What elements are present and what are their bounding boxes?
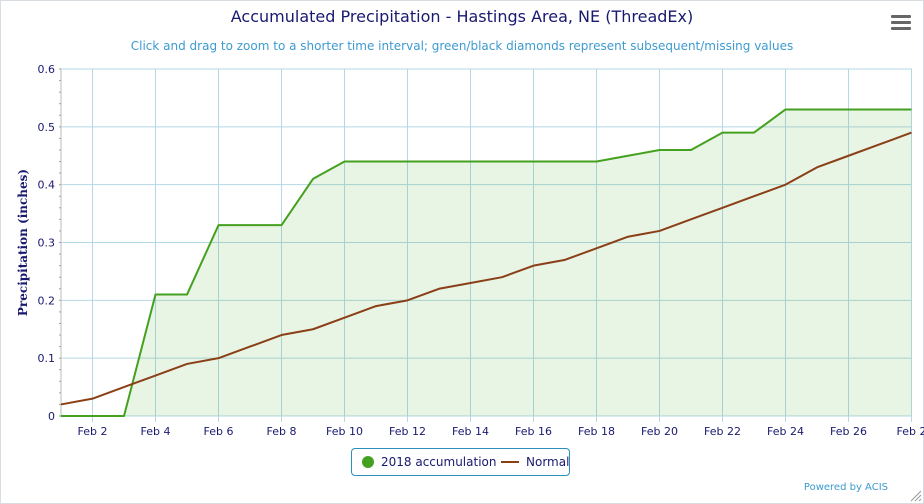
x-tick-label: Feb 22 (704, 425, 741, 438)
x-tick-label: Feb 10 (326, 425, 363, 438)
x-tick-label: Feb 14 (452, 425, 489, 438)
legend: 2018 accumulation Normal (351, 448, 570, 476)
x-tick-label: Feb 8 (267, 425, 297, 438)
legend-label-normal: Normal (526, 455, 570, 469)
credit-link[interactable]: Powered by ACIS (803, 482, 888, 493)
x-tick-label: Feb 20 (641, 425, 678, 438)
x-tick-label: Feb 24 (767, 425, 804, 438)
x-tick-label: Feb 12 (389, 425, 426, 438)
y-tick-label: 0.5 (38, 121, 56, 134)
y-tick-label: 0.3 (38, 237, 56, 250)
legend-marker-2018-accumulation (362, 456, 374, 468)
x-tick-label: Feb 6 (204, 425, 234, 438)
legend-item-normal[interactable]: Normal (501, 449, 569, 475)
y-axis-title: Precipitation (inches) (16, 169, 30, 316)
y-tick-label: 0.1 (38, 352, 56, 365)
y-tick-label: 0.2 (38, 294, 56, 307)
x-tick-label: Feb 2 (78, 425, 108, 438)
resize-handle-icon[interactable] (910, 490, 922, 502)
x-tick-label: Feb 18 (578, 425, 615, 438)
y-tick-label: 0.6 (38, 63, 56, 76)
chart-title: Accumulated Precipitation - Hastings Are… (230, 7, 694, 26)
x-tick-label: Feb 26 (830, 425, 867, 438)
series-line-normal (60, 131, 912, 406)
chart-subtitle: Click and drag to zoom to a shorter time… (130, 39, 794, 53)
legend-marker-normal (501, 461, 519, 463)
menu-icon[interactable] (891, 15, 911, 31)
x-tick-label: Feb 16 (515, 425, 552, 438)
legend-label-2018-accumulation: 2018 accumulation (381, 455, 497, 469)
y-tick-label: 0 (48, 410, 55, 423)
y-tick-label: 0.4 (38, 179, 56, 192)
legend-item-2018-accumulation[interactable]: 2018 accumulation (362, 449, 496, 475)
series-line-2018-accumulation (61, 108, 912, 417)
x-tick-label: Feb 4 (141, 425, 171, 438)
x-tick-label: Feb 2 (897, 425, 924, 438)
series-area-2018-accumulation (61, 109, 912, 416)
